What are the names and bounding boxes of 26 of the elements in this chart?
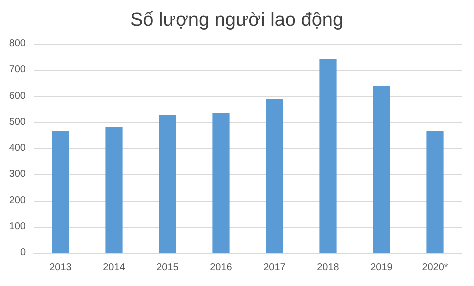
bar: [426, 132, 444, 253]
y-tick-label: 300: [9, 169, 26, 180]
bar: [212, 113, 230, 253]
chart-title: Số lượng người lao động: [130, 10, 344, 31]
y-tick-label: 700: [9, 64, 26, 76]
y-tick-label: 600: [9, 90, 26, 102]
y-tick-label: 200: [9, 195, 26, 206]
x-tick-label: 2014: [103, 262, 126, 274]
bar: [373, 86, 390, 253]
x-tick-label: 2017: [264, 262, 286, 274]
bar: [266, 99, 284, 253]
x-tick-label: 2013: [50, 262, 72, 274]
y-tick-label: 500: [9, 116, 26, 128]
x-tick-label: 2015: [156, 262, 180, 274]
y-tick-label: 400: [9, 143, 26, 154]
x-tick-label: 2019: [370, 262, 394, 274]
bar: [320, 59, 337, 253]
bar: [106, 127, 123, 253]
y-tick-label: 0: [20, 248, 26, 258]
y-tick-label: 800: [9, 38, 26, 50]
x-tick-label: 2016: [210, 262, 233, 274]
y-tick-label: 100: [9, 221, 26, 232]
x-tick-label: 2018: [317, 262, 340, 274]
bar: [159, 115, 176, 253]
bar: [52, 132, 70, 253]
x-tick-label: 2020*: [422, 262, 448, 274]
